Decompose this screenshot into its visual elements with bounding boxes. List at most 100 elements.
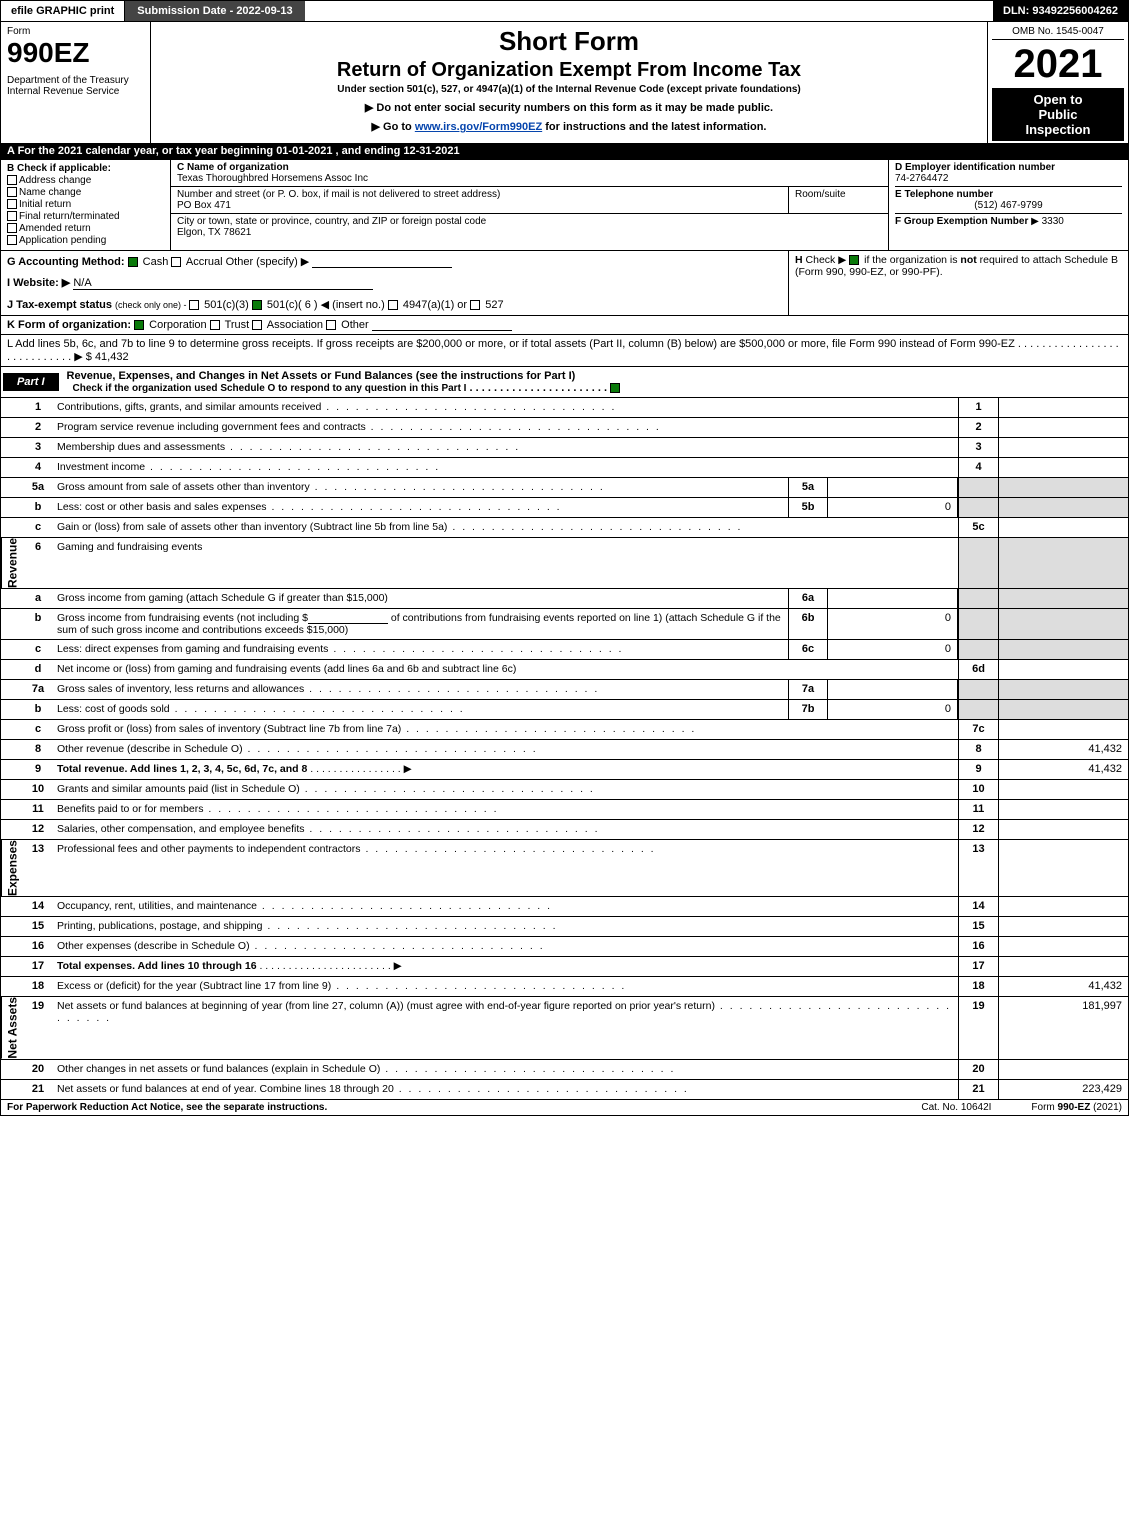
l6c-desc: Less: direct expenses from gaming and fu… xyxy=(53,640,788,659)
cash-lbl: Cash xyxy=(143,256,169,268)
form-number: 990EZ xyxy=(7,37,144,69)
line-20: 20 Other changes in net assets or fund b… xyxy=(1,1060,1128,1080)
main-title: Return of Organization Exempt From Incom… xyxy=(157,59,981,82)
k-assoc-cb[interactable] xyxy=(252,320,262,330)
j-501c-cb[interactable] xyxy=(252,300,262,310)
k-trust-cb[interactable] xyxy=(210,320,220,330)
l5b-rn xyxy=(958,498,998,517)
form-word: Form xyxy=(7,26,144,37)
j-4947-cb[interactable] xyxy=(388,300,398,310)
l13-rn: 13 xyxy=(958,840,998,896)
submission-date: Submission Date - 2022-09-13 xyxy=(125,1,304,21)
l6a-val xyxy=(998,589,1128,608)
l4-desc: Investment income xyxy=(53,458,958,477)
footer-right: Form 990-EZ (2021) xyxy=(1031,1102,1122,1113)
line-14: 14 Occupancy, rent, utilities, and maint… xyxy=(1,897,1128,917)
i-label: I Website: ▶ xyxy=(7,277,70,289)
cash-cb[interactable] xyxy=(128,257,138,267)
l2-val xyxy=(998,418,1128,437)
l20-desc: Other changes in net assets or fund bala… xyxy=(53,1060,958,1079)
goto-link[interactable]: www.irs.gov/Form990EZ xyxy=(415,121,542,133)
l12-desc: Salaries, other compensation, and employ… xyxy=(53,820,958,839)
netassets-side: Net Assets xyxy=(1,997,23,1059)
l4-rn: 4 xyxy=(958,458,998,477)
expenses-side: Expenses xyxy=(1,840,23,896)
part1-title: Revenue, Expenses, and Changes in Net As… xyxy=(61,367,1128,397)
sched-o-cb[interactable] xyxy=(610,383,620,393)
l21-desc: Net assets or fund balances at end of ye… xyxy=(53,1080,958,1099)
h-t4: (Form 990, 990-EZ, or 990-PF). xyxy=(795,266,943,278)
l11-val xyxy=(998,800,1128,819)
top-bar: efile GRAPHIC print Submission Date - 20… xyxy=(0,0,1129,22)
l7a-val xyxy=(998,680,1128,699)
l6a-rn xyxy=(958,589,998,608)
efile-button[interactable]: efile GRAPHIC print xyxy=(1,1,125,21)
name-change-cb[interactable]: Name change xyxy=(7,187,164,198)
l1-num: 1 xyxy=(23,398,53,417)
l6-num: 6 xyxy=(23,538,53,588)
l5c-rn: 5c xyxy=(958,518,998,537)
l5c-desc: Gain or (loss) from sale of assets other… xyxy=(53,518,958,537)
badge-line1: Open to xyxy=(996,92,1120,107)
l8-desc: Other revenue (describe in Schedule O) xyxy=(53,740,958,759)
l6b-desc: Gross income from fundraising events (no… xyxy=(53,609,788,639)
k-blank[interactable] xyxy=(372,319,512,331)
l16-val xyxy=(998,937,1128,956)
l6c-sn: 6c xyxy=(788,640,828,659)
k-label: K Form of organization: xyxy=(7,319,131,331)
section-def: D Employer identification number 74-2764… xyxy=(888,160,1128,250)
l17-val xyxy=(998,957,1128,976)
l21-rn: 21 xyxy=(958,1080,998,1099)
j-501c3-cb[interactable] xyxy=(189,300,199,310)
l14-rn: 14 xyxy=(958,897,998,916)
l8-rn: 8 xyxy=(958,740,998,759)
l13-num: 13 xyxy=(23,840,53,896)
l7c-desc: Gross profit or (loss) from sales of inv… xyxy=(53,720,958,739)
l9-desc: Total revenue. Add lines 1, 2, 3, 4, 5c,… xyxy=(53,760,958,779)
l5b-num: b xyxy=(23,498,53,517)
sched-o-text: Check if the organization used Schedule … xyxy=(67,383,467,394)
line-9: 9 Total revenue. Add lines 1, 2, 3, 4, 5… xyxy=(1,760,1128,780)
l5b-sn: 5b xyxy=(788,498,828,517)
section-k: K Form of organization: Corporation Trus… xyxy=(0,316,1129,335)
l14-num: 14 xyxy=(23,897,53,916)
initial-return-cb[interactable]: Initial return xyxy=(7,199,164,210)
k-corp-cb[interactable] xyxy=(134,320,144,330)
line-6: Revenue 6 Gaming and fundraising events xyxy=(1,538,1128,589)
l18-num: 18 xyxy=(23,977,53,996)
l15-desc: Printing, publications, postage, and shi… xyxy=(53,917,958,936)
line-6d: d Net income or (loss) from gaming and f… xyxy=(1,660,1128,680)
c-name-lbl: C Name of organization xyxy=(177,162,289,173)
short-form-title: Short Form xyxy=(157,26,981,57)
l14-val xyxy=(998,897,1128,916)
website: N/A xyxy=(73,277,373,290)
sections-bcdef: B Check if applicable: Address change Na… xyxy=(0,160,1129,251)
section-g: G Accounting Method: Cash Accrual Other … xyxy=(1,251,788,272)
other-blank[interactable] xyxy=(312,256,452,268)
l6d-num: d xyxy=(23,660,53,679)
l15-num: 15 xyxy=(23,917,53,936)
l17-num: 17 xyxy=(23,957,53,976)
l5a-num: 5a xyxy=(23,478,53,497)
l18-val: 41,432 xyxy=(998,977,1128,996)
amended-return-cb[interactable]: Amended return xyxy=(7,223,164,234)
l19-val: 181,997 xyxy=(998,997,1128,1059)
final-return-cb[interactable]: Final return/terminated xyxy=(7,211,164,222)
h-cb[interactable] xyxy=(849,255,859,265)
goto-post: for instructions and the latest informat… xyxy=(542,121,766,133)
j-527-cb[interactable] xyxy=(470,300,480,310)
l15-rn: 15 xyxy=(958,917,998,936)
part1-grid: 1 Contributions, gifts, grants, and simi… xyxy=(0,398,1129,1100)
l9-val: 41,432 xyxy=(998,760,1128,779)
l7b-num: b xyxy=(23,700,53,719)
l6b-sn: 6b xyxy=(788,609,828,639)
l8-val: 41,432 xyxy=(998,740,1128,759)
line-5b: b Less: cost or other basis and sales ex… xyxy=(1,498,1128,518)
l11-rn: 11 xyxy=(958,800,998,819)
addr-change-cb[interactable]: Address change xyxy=(7,175,164,186)
l8-num: 8 xyxy=(23,740,53,759)
accrual-cb[interactable] xyxy=(171,257,181,267)
app-pending-cb[interactable]: Application pending xyxy=(7,235,164,246)
k-other-cb[interactable] xyxy=(326,320,336,330)
line-4: 4 Investment income 4 xyxy=(1,458,1128,478)
